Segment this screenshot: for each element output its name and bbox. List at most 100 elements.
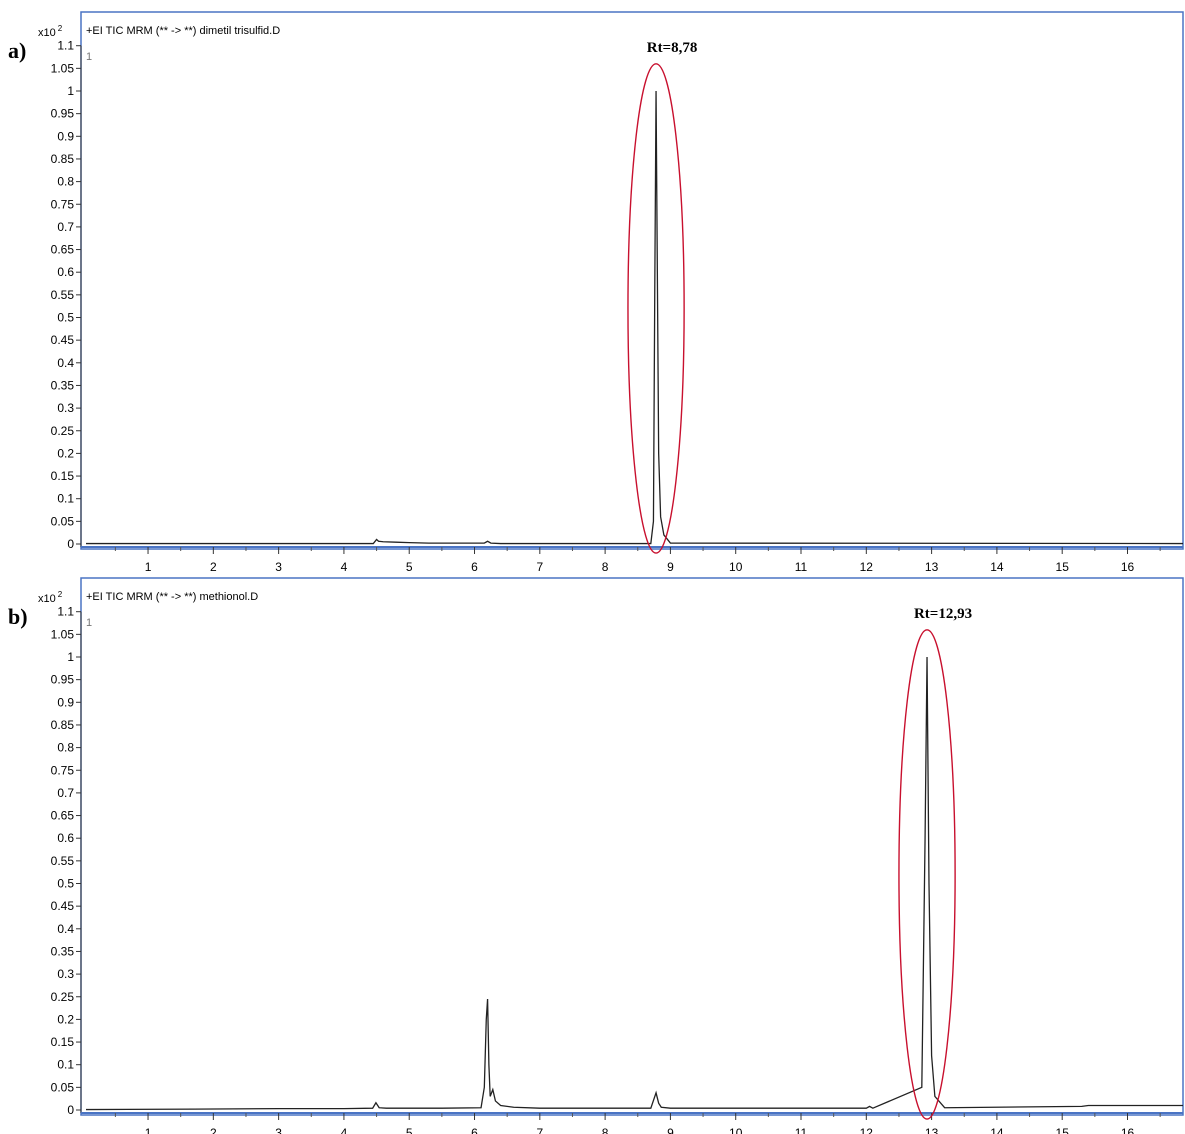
peak-highlight-ellipse — [627, 63, 685, 554]
y-tick-label: 0.9 — [57, 695, 74, 709]
y-tick-label: 0.65 — [51, 809, 75, 823]
y-tick-label: 0.05 — [51, 1080, 75, 1094]
y-tick-label: 0.1 — [57, 1058, 74, 1072]
x-tick-label: 4 — [341, 560, 348, 574]
y-tick-label: 0.6 — [57, 265, 74, 279]
x-tick-label: 3 — [275, 1126, 282, 1134]
y-tick-label: 1 — [67, 650, 74, 664]
y-tick-label: 0.6 — [57, 831, 74, 845]
x-tick-label: 8 — [602, 1126, 609, 1134]
panel-a: a) +EI TIC MRM (** -> **) dimetil trisul… — [8, 11, 1184, 574]
x-tick-label: 4 — [341, 1126, 348, 1134]
retention-time-label: Rt=12,93 — [914, 606, 972, 622]
y-tick-label: 0.15 — [51, 1035, 75, 1049]
y-tick-label: 0.7 — [57, 786, 74, 800]
x-tick-label: 15 — [1056, 1126, 1070, 1134]
y-tick-label: 0.35 — [51, 378, 75, 392]
x-tick-label: 10 — [729, 1126, 743, 1134]
x-tick-label: 14 — [990, 1126, 1004, 1134]
y-tick-label: 1 — [67, 84, 74, 98]
y-scale-factor: x10 2 — [38, 590, 63, 605]
panel-b: b) +EI TIC MRM (** -> **) methionol.D x1… — [8, 577, 1184, 1134]
chromatogram-header: +EI TIC MRM (** -> **) methionol.D — [86, 591, 258, 603]
x-tick-label: 10 — [729, 560, 743, 574]
x-tick-label: 14 — [990, 560, 1004, 574]
x-tick-label: 7 — [536, 1126, 543, 1134]
y-tick-label: 0.95 — [51, 107, 75, 121]
y-tick-label: 0 — [67, 537, 74, 551]
x-tick-label: 5 — [406, 560, 413, 574]
y-tick-label: 0.9 — [57, 129, 74, 143]
chromatogram-trace — [86, 90, 1184, 545]
y-tick-label: 0.3 — [57, 967, 74, 981]
y-tick-label: 1.05 — [51, 61, 75, 75]
chromatogram-trace — [85, 656, 1183, 1111]
panel-label: b) — [8, 604, 28, 629]
y-tick-label: 0.05 — [51, 514, 75, 528]
y-tick-label: 0.4 — [57, 356, 74, 370]
y-tick-label: 0.5 — [57, 877, 74, 891]
y-scale-factor: x10 2 — [38, 24, 63, 39]
y-tick-label: 0.1 — [57, 492, 74, 506]
x-tick-label: 5 — [406, 1126, 413, 1134]
x-tick-label: 9 — [667, 1126, 674, 1134]
y-tick-label: 0.25 — [51, 990, 75, 1004]
y-tick-label: 0.8 — [57, 741, 74, 755]
chromatogram-header: +EI TIC MRM (** -> **) dimetil trisulfid… — [86, 25, 280, 37]
y-tick-label: 0.75 — [51, 763, 75, 777]
y-tick-label: 0.45 — [51, 899, 75, 913]
x-tick-label: 15 — [1056, 560, 1070, 574]
y-tick-label: 0.25 — [51, 424, 75, 438]
panel-label: a) — [8, 38, 26, 63]
y-tick-label: 1.1 — [57, 39, 74, 53]
x-tick-label: 2 — [210, 560, 217, 574]
retention-time-label: Rt=8,78 — [647, 40, 698, 56]
x-tick-label: 16 — [1121, 560, 1135, 574]
x-tick-label: 11 — [795, 560, 808, 574]
y-tick-label: 0.65 — [51, 243, 75, 257]
y-tick-label: 0 — [67, 1103, 74, 1117]
y-tick-label: 0.75 — [51, 197, 75, 211]
x-tick-label: 6 — [471, 560, 478, 574]
y-tick-label: 0.85 — [51, 718, 75, 732]
y-tick-label: 0.95 — [51, 673, 75, 687]
x-axis: 1 2 3 4 5 6 7 8 9 10 11 12 13 14 15 16 — [81, 546, 1183, 574]
x-tick-label: 12 — [860, 560, 874, 574]
overlay-number: 1 — [86, 617, 92, 629]
x-tick-label: 2 — [210, 1126, 217, 1134]
y-tick-label: 0.45 — [51, 333, 75, 347]
y-tick-label: 0.55 — [51, 288, 75, 302]
y-tick-label: 0.55 — [51, 854, 75, 868]
y-tick-label: 1.1 — [57, 605, 74, 619]
y-axis: 0 0.05 0.1 0.15 0.2 0.25 0.3 0.35 0.4 0.45 0.5 0.55… — [51, 605, 82, 1117]
x-tick-label: 9 — [667, 560, 674, 574]
x-tick-label: 13 — [925, 1126, 939, 1134]
y-tick-label: 1.05 — [51, 627, 75, 641]
x-tick-label: 8 — [602, 560, 609, 574]
y-tick-label: 0.2 — [57, 1012, 74, 1026]
y-tick-label: 0.4 — [57, 922, 74, 936]
x-tick-label: 1 — [145, 560, 152, 574]
y-tick-label: 0.35 — [51, 944, 75, 958]
y-tick-label: 0.8 — [57, 175, 74, 189]
x-tick-label: 16 — [1121, 1126, 1135, 1134]
x-tick-label: 7 — [536, 560, 543, 574]
y-tick-label: 0.5 — [57, 311, 74, 325]
x-tick-label: 1 — [145, 1126, 152, 1134]
x-tick-label: 11 — [795, 1126, 808, 1134]
y-scale-prefix: x10 — [38, 27, 56, 39]
y-tick-label: 0.7 — [57, 220, 74, 234]
x-tick-label: 6 — [471, 1126, 478, 1134]
y-tick-label: 0.15 — [51, 469, 75, 483]
y-scale-exponent: 2 — [58, 590, 63, 599]
y-tick-label: 0.2 — [57, 446, 74, 460]
peak-highlight-ellipse — [898, 629, 956, 1120]
y-scale-prefix: x10 — [38, 593, 56, 605]
x-tick-label: 13 — [925, 560, 939, 574]
overlay-number: 1 — [86, 51, 92, 63]
x-tick-label: 12 — [860, 1126, 874, 1134]
y-tick-label: 0.3 — [57, 401, 74, 415]
x-tick-label: 3 — [275, 560, 282, 574]
